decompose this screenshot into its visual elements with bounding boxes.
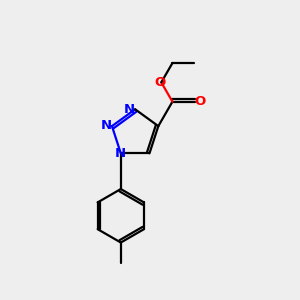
Text: O: O — [194, 95, 206, 108]
Text: N: N — [101, 119, 112, 132]
Text: N: N — [124, 103, 135, 116]
Text: O: O — [154, 76, 165, 89]
Text: N: N — [115, 147, 126, 160]
